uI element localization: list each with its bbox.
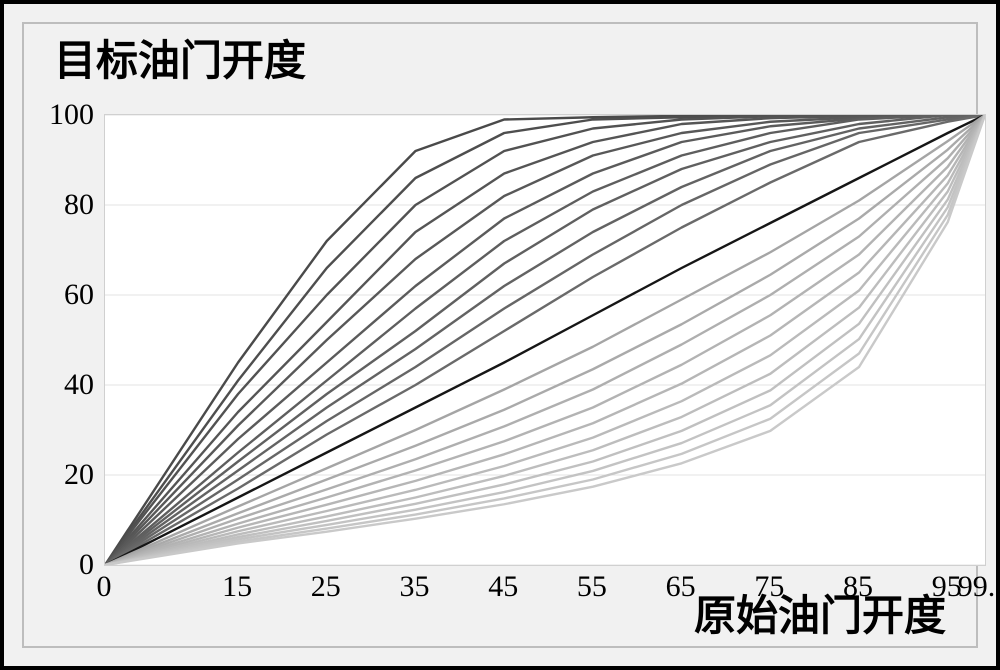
x-tick-label: 35 [374,570,454,604]
x-tick-label: 45 [463,570,543,604]
x-tick-label: 15 [197,570,277,604]
x-tick-label: 85 [818,570,898,604]
y-tick-label: 60 [24,278,94,312]
y-tick-label: 100 [24,98,94,132]
y-tick-label: 80 [24,188,94,222]
y-tick-label: 20 [24,458,94,492]
series-diag [105,115,985,565]
x-tick-label: 65 [641,570,721,604]
x-tick-label: 75 [729,570,809,604]
chart-svg [105,115,985,565]
plot-area [104,114,986,566]
figure-outer-border: 目标油门开度 原始油门开度 020406080100 0152535455565… [0,0,1000,670]
x-tick-label: 0 [64,570,144,604]
x-tick-label: 55 [552,570,632,604]
figure-inner-frame: 目标油门开度 原始油门开度 020406080100 0152535455565… [22,22,978,648]
x-tick-label: 25 [286,570,366,604]
y-axis-title: 目标油门开度 [54,27,306,88]
y-tick-label: 40 [24,368,94,402]
x-tick-label: 99.2 [944,570,1000,604]
